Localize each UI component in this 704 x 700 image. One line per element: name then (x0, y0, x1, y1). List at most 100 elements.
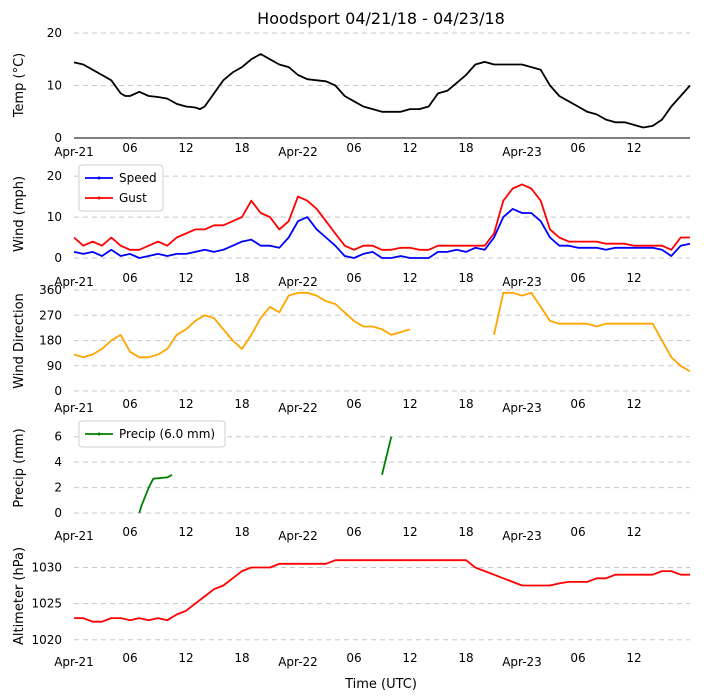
panel-alt: 1020 1025 1030 Apr-21 06 12 18 Apr-22 06 12 18 Apr-… (12, 547, 690, 669)
x-tick-label-wind: 12 (178, 271, 193, 285)
x-tick-label-temp: 06 (122, 141, 137, 155)
x-tick-label-alt: 18 (234, 651, 249, 665)
y-tick-label-temp: 0 (54, 131, 62, 145)
x-tick-label-wind: Apr-21 (54, 275, 94, 289)
x-tick-label-alt: Apr-23 (502, 655, 542, 669)
x-tick-label-wind: 06 (122, 271, 137, 285)
x-tick-label-alt: 06 (346, 651, 361, 665)
y-tick-label-precip: 0 (54, 506, 62, 520)
x-tick-label-precip: 18 (458, 525, 473, 539)
y-axis-label-temp: Temp (°C) (12, 53, 27, 119)
x-tick-label-alt: 12 (626, 651, 641, 665)
x-tick-label-dir: 18 (458, 397, 473, 411)
x-tick-label-dir: 12 (402, 397, 417, 411)
x-tick-label-dir: 12 (178, 397, 193, 411)
legend-marker (97, 432, 101, 436)
x-tick-label-precip: 06 (122, 525, 137, 539)
x-tick-label-alt: 06 (122, 651, 137, 665)
panel-temp: 0 10 20 Apr-21 06 12 18 Apr-22 06 12 18 Apr-23 06 12 T… (12, 26, 691, 159)
y-axis-label-wind: Wind (mph) (12, 176, 27, 252)
x-tick-label-wind: 06 (570, 271, 585, 285)
y-tick-label-temp: 20 (47, 26, 62, 40)
x-tick-label-alt: 12 (178, 651, 193, 665)
x-tick-label-wind: 12 (402, 271, 417, 285)
x-tick-label-temp: 12 (626, 141, 641, 155)
x-tick-label-precip: 06 (346, 525, 361, 539)
x-axis-label: Time (UTC) (344, 677, 417, 692)
y-tick-label-wind: 0 (54, 251, 62, 265)
x-tick-label-dir: 06 (346, 397, 361, 411)
series-line-precip-precip-6-0-mm- (139, 437, 690, 513)
y-tick-label-precip: 6 (54, 430, 62, 444)
x-tick-label-temp: 12 (402, 141, 417, 155)
legend-box (78, 164, 164, 212)
series-line-wind-speed (73, 208, 691, 259)
x-tick-label-temp: Apr-21 (54, 145, 94, 159)
y-tick-label-wind: 10 (47, 210, 62, 224)
y-tick-label-precip: 4 (54, 455, 62, 469)
y-tick-label-temp: 10 (47, 79, 62, 93)
legend-entry: Speed (119, 171, 157, 185)
y-tick-label-dir: 180 (39, 334, 62, 348)
x-tick-label-dir: 18 (234, 397, 249, 411)
y-tick-label-dir: 360 (39, 283, 62, 297)
y-axis-label-dir: Wind Direction (12, 293, 27, 389)
x-tick-label-dir: Apr-22 (278, 401, 318, 415)
x-tick-label-wind: Apr-23 (502, 275, 542, 289)
x-tick-label-precip: Apr-21 (54, 529, 94, 543)
y-tick-label-dir: 90 (47, 359, 62, 373)
x-tick-label-wind: 18 (234, 271, 249, 285)
x-tick-label-precip: Apr-22 (278, 529, 318, 543)
x-tick-label-alt: Apr-21 (54, 655, 94, 669)
x-tick-label-temp: Apr-23 (502, 145, 542, 159)
x-tick-label-temp: 18 (234, 141, 249, 155)
y-axis-label-alt: Altimeter (hPa) (12, 547, 27, 645)
x-tick-label-dir: 06 (122, 397, 137, 411)
x-tick-label-alt: 18 (458, 651, 473, 665)
x-tick-label-precip: 12 (402, 525, 417, 539)
x-tick-label-temp: 12 (178, 141, 193, 155)
y-axis-label-precip: Precip (mm) (12, 428, 27, 507)
legend-entry: Gust (119, 191, 147, 205)
y-tick-label-dir: 270 (39, 308, 62, 322)
y-tick-label-alt: 1020 (31, 633, 62, 647)
panel-precip: 0 2 4 6 Apr-21 06 12 18 Apr-22 06 12 18 Apr-23 06 12 Pr… (12, 420, 690, 543)
x-tick-label-dir: Apr-23 (502, 401, 542, 415)
x-tick-label-alt: Apr-22 (278, 655, 318, 669)
x-tick-label-wind: 06 (346, 271, 361, 285)
x-tick-label-precip: 12 (626, 525, 641, 539)
series-line-dir-direction (73, 291, 691, 373)
chart-title: Hoodsport 04/21/18 - 04/23/18 (257, 9, 505, 28)
y-tick-label-wind: 20 (47, 169, 62, 183)
x-tick-label-temp: 18 (458, 141, 473, 155)
x-tick-label-temp: Apr-22 (278, 145, 318, 159)
legend-box (78, 420, 226, 448)
x-tick-label-dir: 12 (626, 397, 641, 411)
legend-marker (97, 196, 101, 200)
x-tick-label-precip: 12 (178, 525, 193, 539)
legend-marker (97, 176, 101, 180)
x-tick-label-alt: 12 (402, 651, 417, 665)
legend-precip: Precip (6.0 mm) (78, 420, 226, 448)
series-line-wind-gust (73, 183, 690, 251)
x-tick-label-precip: Apr-23 (502, 529, 542, 543)
y-tick-label-dir: 0 (54, 384, 62, 398)
y-tick-label-alt: 1030 (31, 560, 62, 574)
series-line-alt-altimeter (74, 559, 690, 623)
y-tick-label-precip: 2 (54, 481, 62, 495)
x-tick-label-wind: 12 (626, 271, 641, 285)
panel-dir: 0 90 180 270 360 Apr-21 06 12 18 Apr-22 06 12 18 Apr-… (12, 283, 691, 415)
panel-wind: 0 10 20 Apr-21 06 12 18 Apr-22 06 12 18 Apr-23 06 12 W… (12, 164, 691, 289)
x-tick-label-precip: 06 (570, 525, 585, 539)
series-line-temp-temp (73, 53, 691, 129)
legend-wind: Speed Gust (78, 164, 164, 212)
x-tick-label-temp: 06 (346, 141, 361, 155)
x-tick-label-wind: 18 (458, 271, 473, 285)
x-tick-label-dir: 06 (570, 397, 585, 411)
x-tick-label-precip: 18 (234, 525, 249, 539)
y-tick-label-alt: 1025 (31, 597, 62, 611)
x-tick-label-temp: 06 (570, 141, 585, 155)
x-tick-label-dir: Apr-21 (54, 401, 94, 415)
